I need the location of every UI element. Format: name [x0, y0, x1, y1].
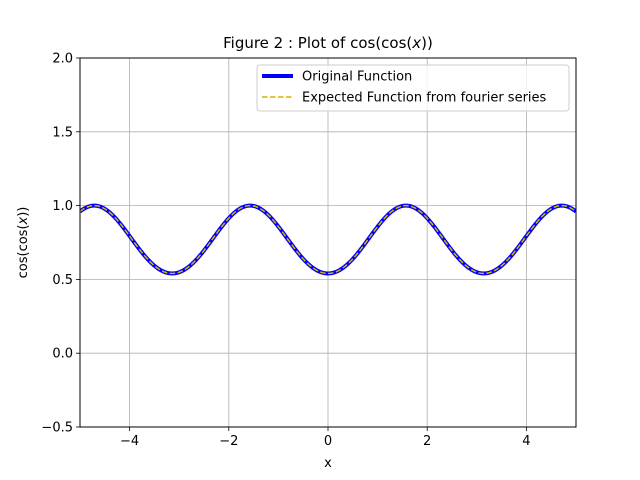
y-tick-label: 0.0 — [52, 347, 73, 362]
y-tick-label: 0.5 — [52, 273, 73, 288]
y-tick-label: −0.5 — [41, 421, 73, 436]
x-tick-label: −2 — [219, 434, 238, 449]
chart-title: Figure 2 : Plot of cos(cos(x)) — [223, 34, 433, 52]
legend-entry-original-function: Original Function — [302, 70, 412, 85]
x-tick-label: −4 — [120, 434, 139, 449]
y-axis-label-prefix: cos(cos( — [16, 224, 31, 278]
series-layer — [80, 203, 576, 276]
y-tick-label: 1.0 — [52, 199, 73, 214]
x-tick-label: 4 — [522, 434, 530, 449]
y-tick-label: 1.5 — [52, 125, 73, 140]
y-axis-label: cos(cos(x)) — [16, 207, 31, 279]
x-tick-label: 2 — [423, 434, 431, 449]
legend: Original Function Expected Function from… — [256, 64, 570, 112]
legend-entry-expected-function: Expected Function from fourier series — [302, 91, 547, 106]
x-axis-ticks: −4 −2 0 2 4 — [120, 427, 531, 449]
legend-box — [256, 64, 570, 112]
chart-title-suffix: )) — [421, 34, 433, 52]
chart-title-variable: x — [411, 34, 421, 52]
x-axis-label: x — [324, 456, 332, 471]
y-axis-label-suffix: )) — [16, 207, 31, 217]
y-axis-ticks: −0.5 0.0 0.5 1.0 1.5 2.0 — [41, 52, 80, 436]
y-axis-label-variable: x — [16, 216, 31, 225]
series-line-expected-function — [80, 204, 576, 275]
y-tick-label: 2.0 — [52, 52, 73, 67]
chart-title-prefix: Figure 2 : Plot of cos(cos( — [223, 34, 412, 52]
x-tick-label: 0 — [324, 434, 332, 449]
